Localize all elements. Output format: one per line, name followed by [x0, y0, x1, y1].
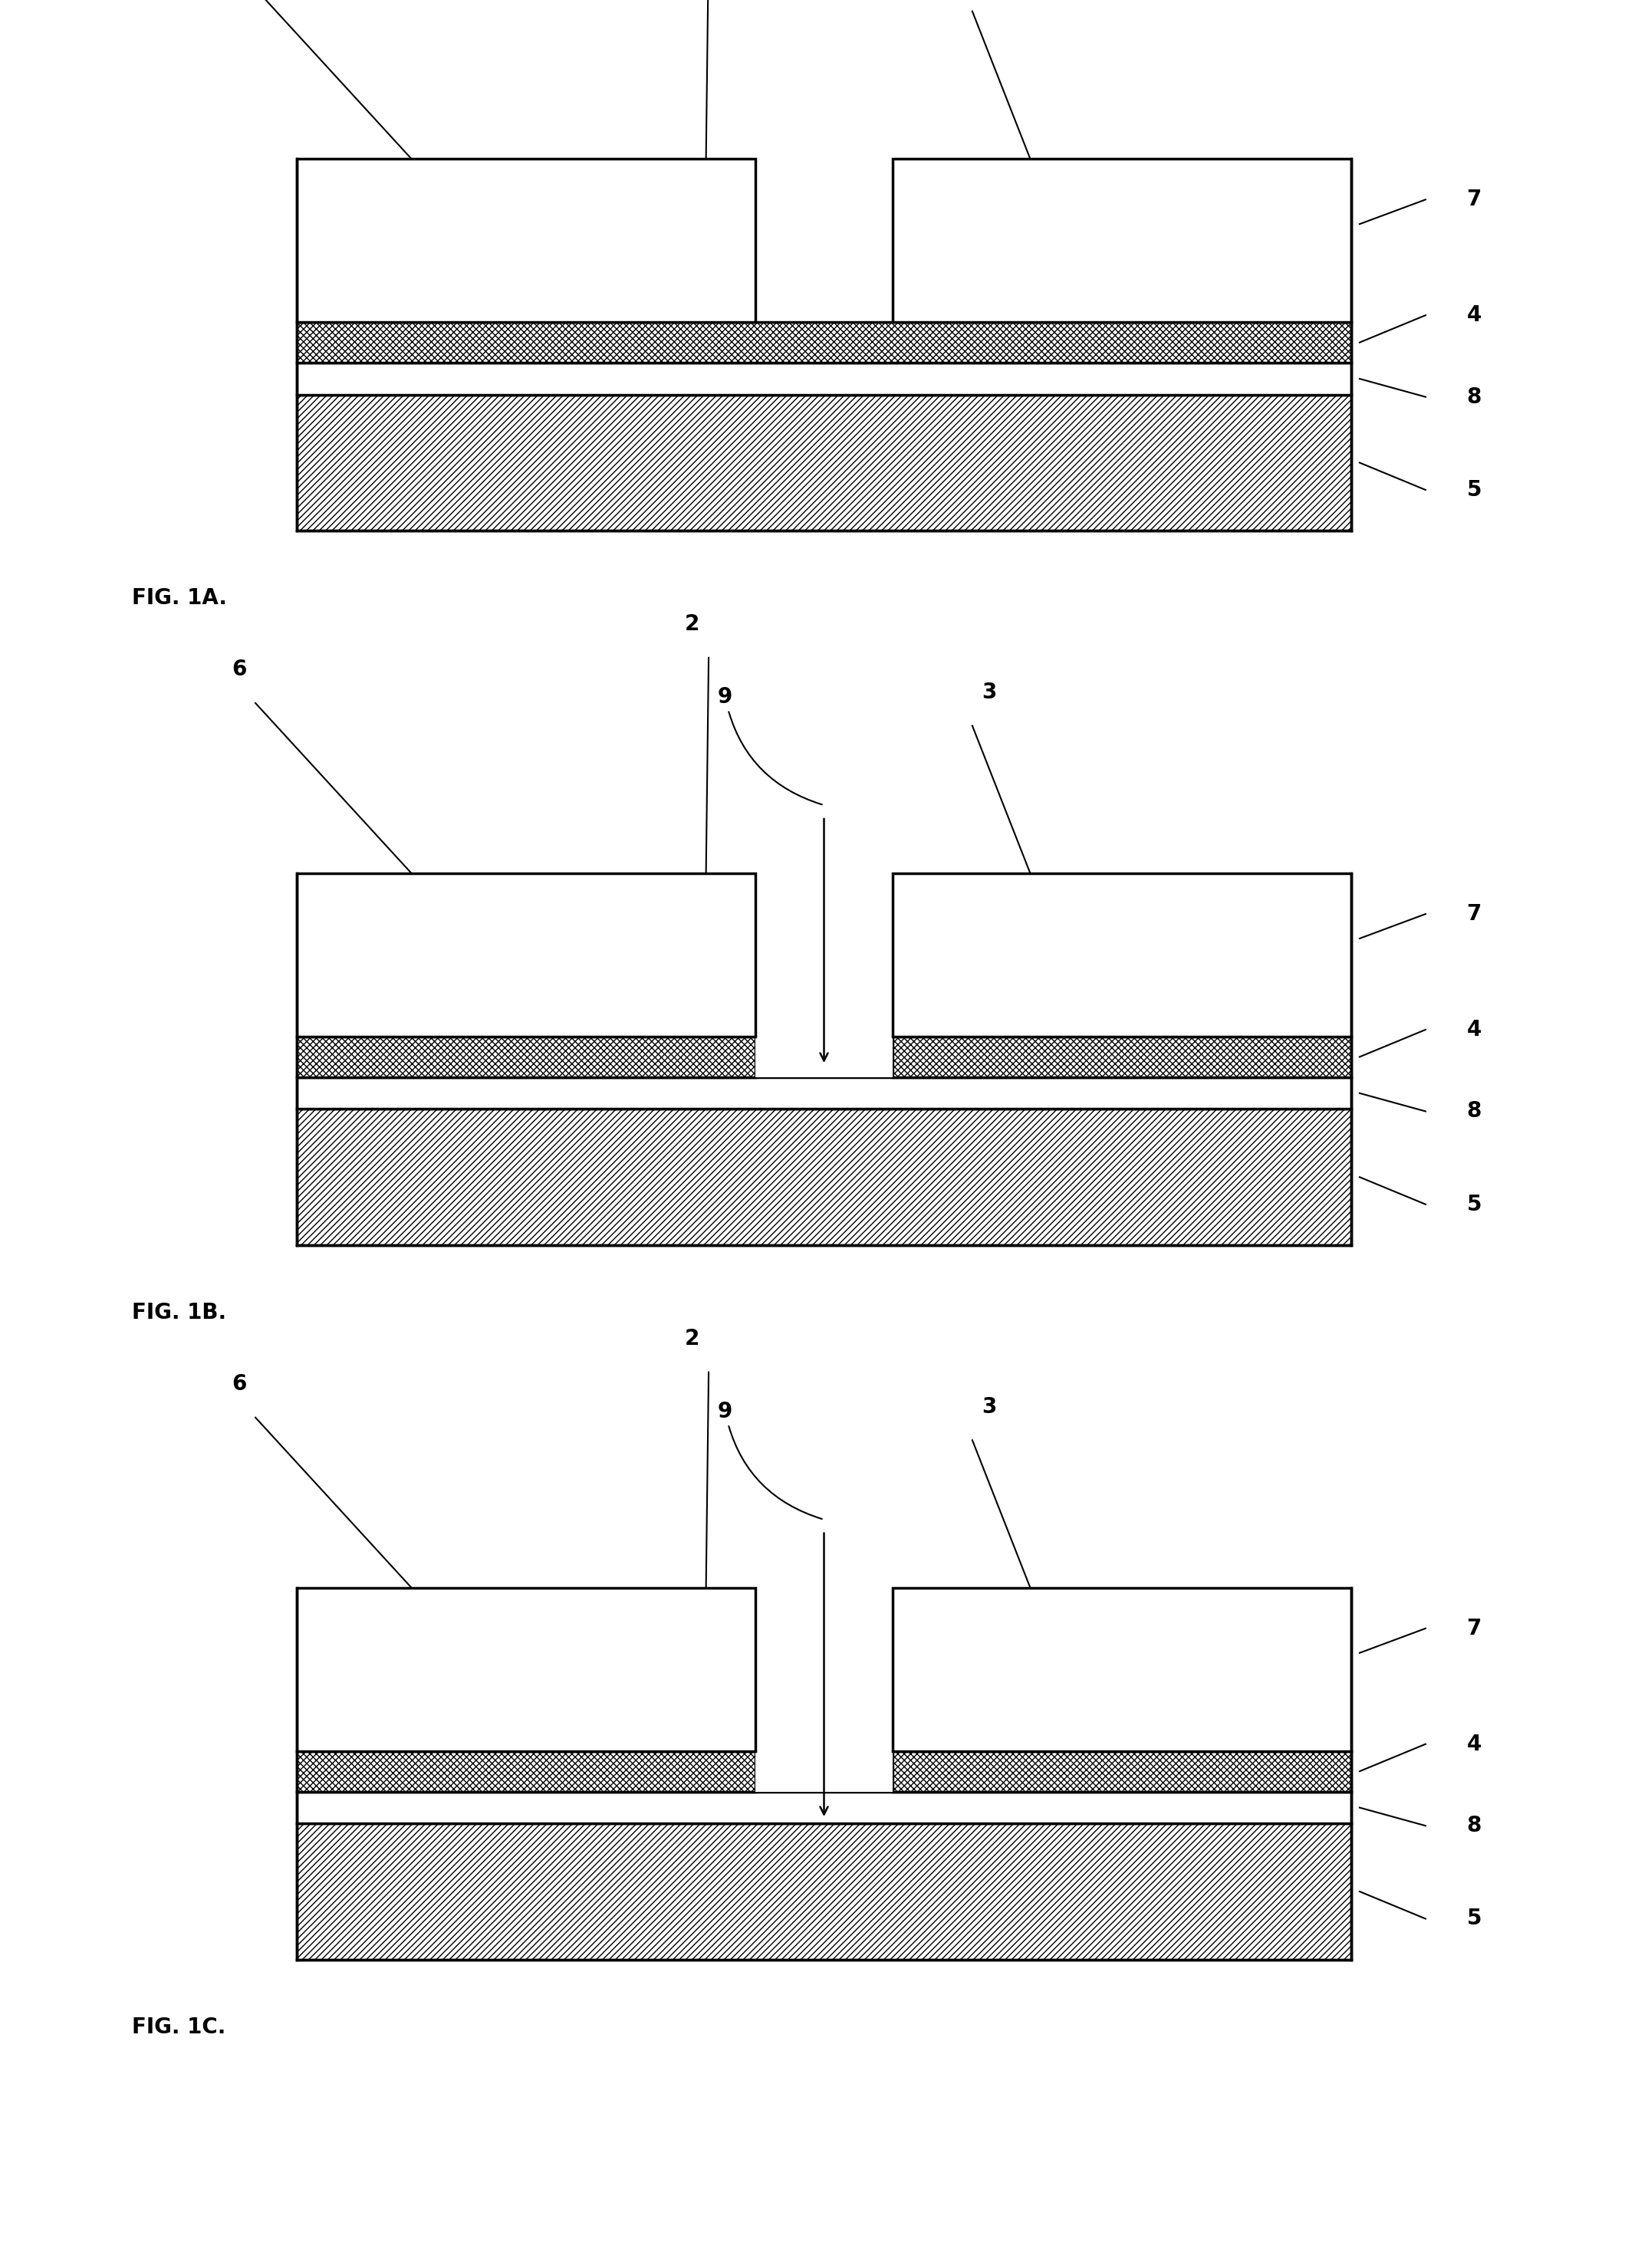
Bar — [297, 322, 1351, 363]
Text: 4: 4 — [1467, 1018, 1482, 1041]
Text: 8: 8 — [1467, 386, 1482, 408]
Bar — [297, 1036, 755, 1077]
Bar — [297, 1588, 755, 1751]
Bar — [893, 873, 1351, 1036]
Bar — [297, 363, 1351, 395]
Text: 7: 7 — [1467, 1617, 1482, 1640]
Bar — [297, 395, 1351, 531]
Bar — [297, 1751, 755, 1792]
Text: 3: 3 — [981, 683, 997, 703]
Bar — [893, 159, 1351, 322]
Text: 6: 6 — [231, 1374, 247, 1395]
Text: 7: 7 — [1467, 188, 1482, 211]
Bar — [297, 1077, 1351, 1109]
Text: 4: 4 — [1467, 304, 1482, 327]
Bar — [297, 1792, 1351, 1823]
Bar — [893, 1751, 1351, 1792]
Bar — [297, 1109, 1351, 1245]
Bar — [755, 1751, 893, 1792]
Bar — [755, 1036, 893, 1077]
Bar — [893, 1588, 1351, 1751]
Text: 9: 9 — [719, 1402, 822, 1520]
Text: 2: 2 — [684, 1329, 700, 1349]
Text: 7: 7 — [1467, 903, 1482, 925]
Text: 5: 5 — [1467, 479, 1482, 501]
Text: FIG. 1B.: FIG. 1B. — [132, 1302, 226, 1322]
Text: 5: 5 — [1467, 1193, 1482, 1216]
Text: 4: 4 — [1467, 1733, 1482, 1755]
Bar — [297, 873, 755, 1036]
Text: FIG. 1A.: FIG. 1A. — [132, 587, 227, 608]
Text: 8: 8 — [1467, 1100, 1482, 1123]
Text: 9: 9 — [719, 687, 822, 805]
Text: FIG. 1C.: FIG. 1C. — [132, 2016, 226, 2037]
Text: 6: 6 — [231, 660, 247, 680]
Bar — [893, 1036, 1351, 1077]
Bar — [297, 159, 755, 322]
Text: 5: 5 — [1467, 1907, 1482, 1930]
Bar — [297, 1823, 1351, 1960]
Text: 3: 3 — [981, 1397, 997, 1418]
Text: 2: 2 — [684, 615, 700, 635]
Text: 8: 8 — [1467, 1814, 1482, 1837]
